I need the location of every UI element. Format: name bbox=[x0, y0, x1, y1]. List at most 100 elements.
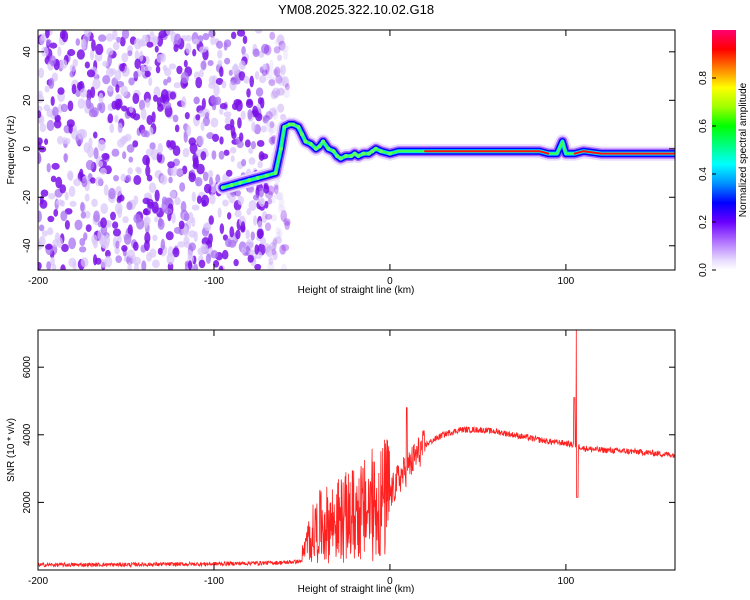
noise-blob bbox=[149, 142, 156, 150]
noise-blob bbox=[91, 39, 96, 52]
noise-blob bbox=[254, 263, 262, 270]
noise-blob bbox=[274, 192, 283, 200]
noise-blob bbox=[141, 34, 149, 47]
spectrogram-x-axis: -200 -100 0 100 bbox=[28, 30, 575, 287]
noise-blob bbox=[268, 257, 274, 266]
noise-blob bbox=[210, 250, 219, 259]
noise-blob bbox=[98, 92, 104, 104]
noise-blob bbox=[152, 94, 159, 102]
noise-blob bbox=[121, 30, 130, 40]
noise-blob bbox=[136, 167, 142, 175]
noise-blob bbox=[80, 211, 87, 219]
track-point bbox=[264, 173, 269, 178]
noise-blob bbox=[56, 237, 63, 248]
noise-blob bbox=[264, 222, 272, 232]
noise-blob bbox=[48, 193, 56, 200]
noise-blob bbox=[248, 200, 257, 211]
noise-blob bbox=[116, 98, 123, 109]
noise-blob bbox=[244, 139, 251, 148]
noise-blob bbox=[91, 234, 98, 245]
noise-blob bbox=[280, 44, 289, 53]
noise-blob bbox=[166, 252, 175, 265]
noise-blob bbox=[145, 148, 154, 157]
noise-blob bbox=[284, 83, 290, 91]
noise-blob bbox=[53, 119, 62, 129]
x-tick-label: -100 bbox=[204, 576, 224, 587]
noise-blob bbox=[276, 87, 285, 96]
noise-blob bbox=[183, 212, 190, 222]
noise-blob bbox=[209, 193, 216, 205]
noise-blob bbox=[273, 184, 279, 195]
snr-y-label: SNR (10 * v/v) bbox=[6, 418, 17, 482]
x-tick-label: -200 bbox=[28, 276, 48, 287]
noise-blob bbox=[107, 113, 114, 124]
noise-blob bbox=[192, 48, 197, 57]
noise-blob bbox=[223, 149, 230, 156]
noise-blob bbox=[179, 182, 186, 192]
noise-blob bbox=[104, 249, 111, 258]
noise-blob bbox=[67, 100, 74, 112]
noise-blob bbox=[60, 210, 68, 222]
colorbar-ticks: 0.0 0.2 0.4 0.6 0.8 bbox=[698, 71, 716, 277]
noise-blob bbox=[199, 46, 208, 53]
noise-blob bbox=[38, 235, 46, 247]
noise-blob bbox=[85, 97, 92, 109]
noise-blob bbox=[196, 195, 202, 204]
noise-blob bbox=[159, 174, 168, 185]
noise-blob bbox=[256, 139, 265, 147]
chart-title: YM08.2025.322.10.02.G18 bbox=[278, 2, 434, 17]
noise-blob bbox=[64, 219, 70, 230]
noise-blob bbox=[219, 136, 224, 145]
noise-blob bbox=[47, 227, 54, 236]
noise-blob bbox=[49, 55, 57, 66]
noise-blob bbox=[268, 136, 277, 145]
noise-blob bbox=[273, 74, 281, 81]
noise-blob bbox=[208, 176, 214, 186]
noise-blob bbox=[163, 101, 172, 109]
noise-blob bbox=[77, 98, 86, 109]
noise-blob bbox=[158, 30, 167, 39]
noise-blob bbox=[219, 102, 228, 110]
noise-blob bbox=[123, 233, 132, 245]
noise-blob bbox=[98, 34, 107, 42]
noise-blob bbox=[95, 43, 104, 56]
y-tick-label: 6000 bbox=[22, 356, 33, 379]
track-point bbox=[308, 141, 313, 146]
noise-blob bbox=[101, 153, 110, 160]
colorbar-label: Normalized spectral amplitude bbox=[738, 82, 749, 217]
y-tick-label: 40 bbox=[22, 46, 33, 58]
noise-blob bbox=[165, 231, 174, 241]
track-point bbox=[349, 154, 354, 159]
noise-blob bbox=[265, 245, 274, 258]
noise-blob bbox=[79, 246, 87, 253]
noise-blob bbox=[84, 210, 91, 219]
noise-blob bbox=[195, 177, 203, 187]
noise-blob bbox=[72, 58, 79, 68]
noise-blob bbox=[233, 78, 241, 85]
noise-blob bbox=[249, 75, 254, 88]
noise-blob bbox=[158, 217, 163, 227]
noise-blob bbox=[247, 109, 253, 120]
noise-blob bbox=[240, 110, 246, 120]
noise-blob bbox=[233, 63, 239, 72]
noise-blob bbox=[245, 100, 254, 109]
track-point bbox=[229, 183, 234, 188]
noise-blob bbox=[275, 226, 281, 235]
noise-blob bbox=[221, 249, 229, 260]
noise-blob bbox=[271, 195, 276, 204]
track-point bbox=[287, 122, 292, 127]
track-point bbox=[356, 154, 361, 159]
noise-blob bbox=[278, 67, 283, 75]
noise-blob bbox=[89, 49, 95, 61]
noise-blob bbox=[119, 36, 126, 47]
noise-blob bbox=[260, 43, 270, 54]
noise-blob bbox=[242, 35, 248, 45]
noise-blob bbox=[160, 89, 169, 101]
noise-blob bbox=[233, 259, 239, 267]
track-point bbox=[326, 146, 331, 151]
noise-blob bbox=[154, 45, 159, 53]
noise-blob bbox=[250, 231, 256, 241]
noise-blob bbox=[141, 260, 147, 270]
noise-blob bbox=[126, 201, 133, 211]
